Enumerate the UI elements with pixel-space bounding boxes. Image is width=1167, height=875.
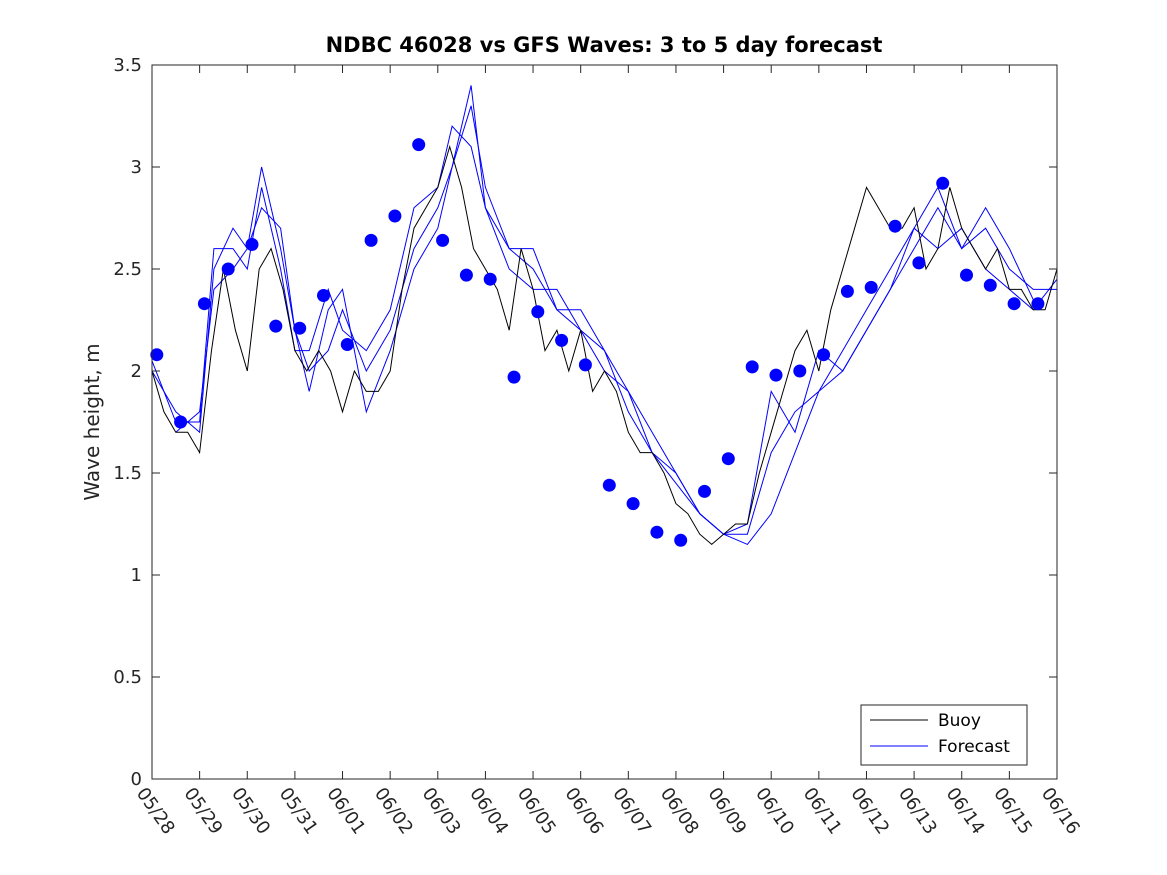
forecast-marker	[650, 525, 664, 539]
forecast-run-line-2	[151, 125, 1058, 535]
forecast-marker	[340, 338, 354, 351]
forecast-marker	[578, 358, 592, 372]
buoy-series-line	[151, 144, 1058, 546]
forecast-marker	[459, 268, 473, 282]
plot-area	[152, 65, 1057, 779]
forecast-marker	[412, 138, 426, 152]
forecast-marker	[1031, 297, 1045, 311]
forecast-marker	[912, 256, 926, 270]
forecast-marker	[507, 370, 521, 384]
forecast-marker	[269, 319, 283, 333]
legend-forecast-label: Forecast	[938, 737, 1010, 757]
forecast-marker	[674, 533, 688, 547]
y-axis: 0 0.5 1 1.5 2 2.5 3 3.5	[113, 55, 1057, 790]
forecast-marker	[888, 219, 902, 233]
forecast-marker	[245, 238, 259, 251]
y-tick-label: 1.5	[113, 463, 142, 484]
forecast-marker	[531, 305, 545, 319]
y-tick-label: 1	[131, 565, 142, 586]
forecast-marker	[293, 321, 307, 335]
forecast-marker	[1007, 297, 1021, 311]
y-tick-label: 0	[131, 769, 142, 790]
forecast-marker	[150, 348, 164, 362]
forecast-marker	[769, 368, 783, 382]
forecast-marker	[197, 297, 211, 311]
forecast-marker	[840, 284, 854, 298]
forecast-markers	[150, 138, 1045, 547]
axes-box	[151, 64, 1058, 780]
forecast-marker	[936, 176, 950, 190]
y-tick-label: 2.5	[113, 259, 142, 280]
legend-buoy-label: Buoy	[938, 711, 981, 731]
forecast-marker	[388, 209, 402, 223]
forecast-marker	[983, 278, 997, 292]
legend-box	[860, 704, 1028, 766]
forecast-marker	[793, 364, 807, 378]
forecast-marker	[864, 280, 878, 294]
forecast-marker	[436, 233, 450, 247]
y-tick-label: 2	[131, 361, 142, 382]
forecast-marker	[721, 452, 735, 466]
forecast-marker	[174, 415, 188, 429]
forecast-marker	[960, 268, 973, 282]
y-tick-label: 0.5	[113, 667, 142, 688]
forecast-marker	[745, 360, 759, 374]
forecast-marker	[483, 272, 497, 286]
series-layer	[151, 85, 1058, 546]
legend: Buoy Forecast	[860, 704, 1028, 766]
y-tick-label: 3	[131, 157, 142, 178]
y-axis-label: Wave height, m	[80, 343, 104, 500]
forecast-marker	[817, 348, 831, 362]
forecast-marker	[364, 233, 378, 247]
forecast-marker	[221, 262, 235, 276]
chart-title: NDBC 46028 vs GFS Waves: 3 to 5 day fore…	[326, 33, 883, 57]
forecast-marker	[555, 333, 569, 347]
forecast-marker	[698, 484, 711, 498]
forecast-marker	[317, 289, 330, 302]
forecast-marker	[626, 497, 640, 511]
forecast-marker	[602, 478, 616, 492]
y-tick-label: 3.5	[113, 55, 142, 76]
forecast-run-line-3	[175, 85, 1034, 535]
